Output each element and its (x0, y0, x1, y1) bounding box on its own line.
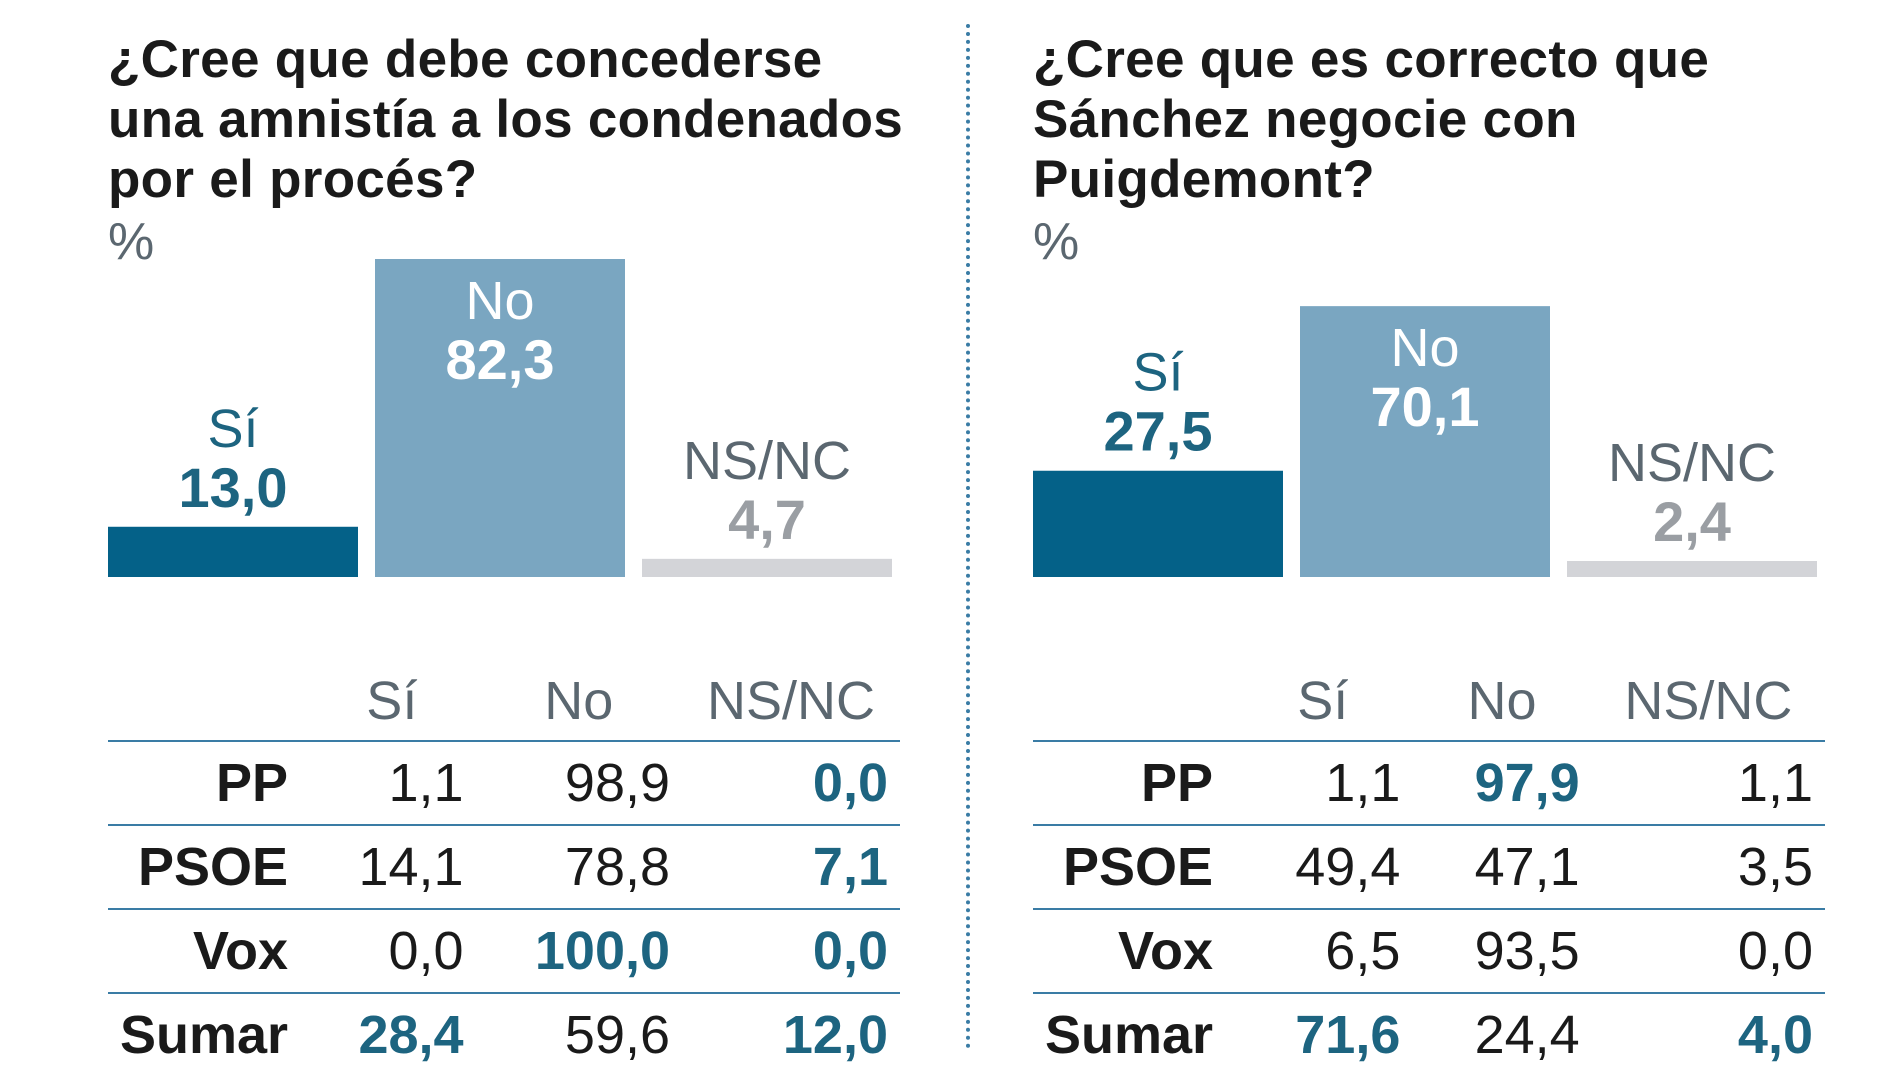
bar-label-no: No (465, 271, 534, 331)
col-header-no: No (544, 671, 614, 731)
party-value-si: 28,4 (308, 992, 476, 1076)
bar-label-si: Sí (207, 399, 258, 459)
party-value-si: 14,1 (308, 824, 476, 909)
party-name: PSOE (108, 824, 309, 909)
col-header-nsnc: NS/NC (1624, 671, 1793, 731)
bar-value-nsnc: 4,7 (728, 488, 806, 551)
col-header-si: Sí (366, 671, 418, 731)
party-value-no: 47,1 (1412, 824, 1592, 909)
party-row: PP 1,1 98,9 0,0 (108, 740, 900, 825)
party-value-no: 78,8 (475, 824, 683, 909)
col-header-si: Sí (1297, 671, 1349, 731)
unit-label: % (108, 213, 155, 271)
chart-title: ¿Cree que es correcto que Sánchez negoci… (1033, 30, 1710, 209)
party-value-nsnc: 12,0 (682, 992, 900, 1076)
party-value-no: 93,5 (1412, 908, 1592, 993)
party-value-nsnc: 4,0 (1591, 992, 1825, 1076)
party-value-nsnc: 0,0 (1591, 908, 1825, 993)
party-row: Vox 6,5 93,5 0,0 (1033, 908, 1825, 993)
bar-value-si: 27,5 (1104, 400, 1213, 463)
bar-si (108, 526, 358, 577)
party-value-nsnc: 3,5 (1591, 824, 1825, 909)
party-name: Vox (108, 908, 309, 993)
party-value-no: 59,6 (475, 992, 683, 1076)
party-name: Sumar (1033, 992, 1234, 1076)
chart-title: ¿Cree que debe concederse una amnistía a… (108, 30, 904, 209)
party-value-nsnc: 1,1 (1591, 740, 1825, 825)
party-value-si: 1,1 (1233, 740, 1413, 825)
party-header (108, 640, 308, 741)
bar-value-si: 13,0 (179, 456, 288, 519)
col-header-nsnc: NS/NC (707, 671, 876, 731)
party-value-no: 97,9 (1412, 740, 1592, 825)
unit-label: % (1033, 213, 1080, 271)
party-value-si: 0,0 (308, 908, 476, 993)
party-name: PP (1033, 740, 1234, 825)
panel-divider (966, 24, 970, 1049)
party-row: PSOE 49,4 47,1 3,5 (1033, 824, 1825, 909)
bar-no (375, 259, 625, 577)
bar-label-no: No (1390, 318, 1459, 378)
party-value-no: 100,0 (475, 908, 683, 993)
bar-label-si: Sí (1132, 343, 1183, 403)
bar-no (1300, 306, 1550, 577)
party-value-no: 98,9 (475, 740, 683, 825)
party-value-nsnc: 0,0 (682, 908, 900, 993)
bar-nsnc (642, 558, 892, 577)
party-name: PSOE (1033, 824, 1234, 909)
bar-value-nsnc: 2,4 (1653, 490, 1731, 553)
party-row: PSOE 14,1 78,8 7,1 (108, 824, 900, 909)
party-row: Sumar 71,6 24,4 4,0 (1033, 992, 1825, 1076)
party-value-nsnc: 0,0 (682, 740, 900, 825)
amnistia-panel: ¿Cree que debe concederse una amnistía a… (108, 0, 908, 1076)
bar-value-no: 70,1 (1371, 375, 1480, 438)
bar-value-no: 82,3 (446, 328, 555, 391)
party-value-si: 71,6 (1233, 992, 1413, 1076)
negociacion-panel: ¿Cree que es correcto que Sánchez negoci… (1033, 0, 1833, 1076)
party-value-si: 49,4 (1233, 824, 1413, 909)
bar-nsnc (1567, 561, 1817, 577)
party-name: Sumar (108, 992, 309, 1076)
bar-label-nsnc: NS/NC (683, 431, 851, 491)
party-value-si: 1,1 (308, 740, 476, 825)
party-name: PP (108, 740, 309, 825)
negociacion-party-table: Sí No NS/NC PP 1,1 97,9 1,1 PSOE 49,4 47,1 3,5 V… (1033, 640, 1825, 1076)
party-value-no: 24,4 (1412, 992, 1592, 1076)
party-value-si: 6,5 (1233, 908, 1413, 993)
bar-si (1033, 470, 1283, 577)
amnistia-party-table: Sí No NS/NC PP 1,1 98,9 0,0 PSOE 14,1 78,8 7,1 V… (108, 640, 900, 1076)
party-row: Sumar 28,4 59,6 12,0 (108, 992, 900, 1076)
party-name: Vox (1033, 908, 1234, 993)
party-row: Vox 0,0 100,0 0,0 (108, 908, 900, 993)
party-header (1033, 640, 1233, 741)
col-header-no: No (1467, 671, 1537, 731)
party-value-nsnc: 7,1 (682, 824, 900, 909)
bar-label-nsnc: NS/NC (1608, 433, 1776, 493)
party-row: PP 1,1 97,9 1,1 (1033, 740, 1825, 825)
